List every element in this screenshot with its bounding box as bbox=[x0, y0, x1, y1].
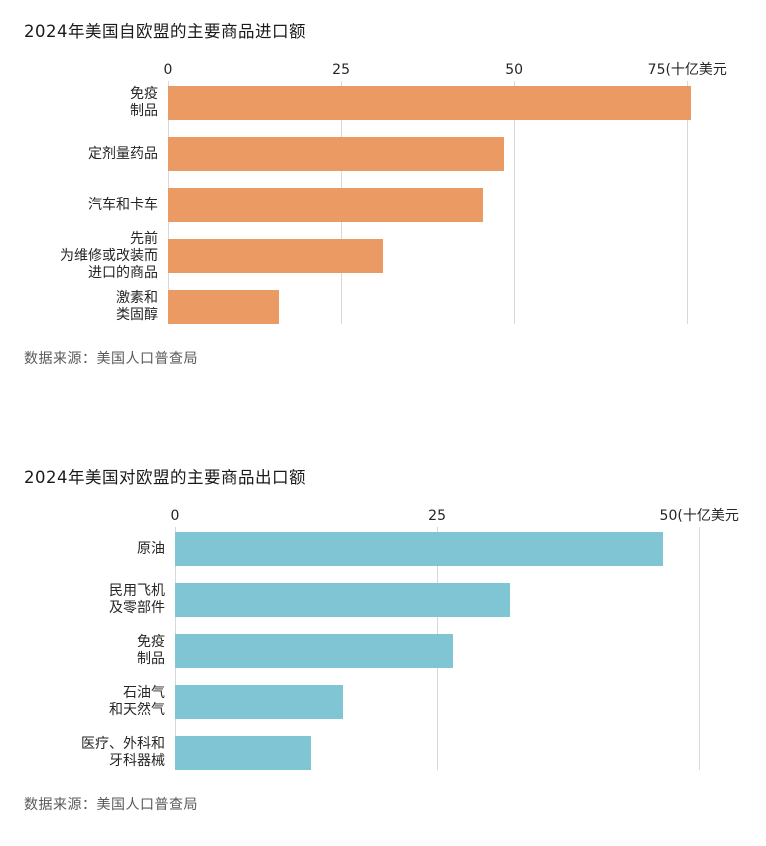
bar-track bbox=[175, 532, 760, 566]
bar bbox=[168, 86, 691, 120]
category-label: 医疗、外科和 牙科器械 bbox=[81, 736, 165, 769]
bar-row: 医疗、外科和 牙科器械 bbox=[24, 736, 760, 770]
bar-track bbox=[168, 188, 760, 222]
bar-track bbox=[175, 685, 760, 719]
bar-track bbox=[168, 137, 760, 171]
category-label: 汽车和卡车 bbox=[88, 196, 158, 213]
chart-title: 2024年美国自欧盟的主要商品进口额 bbox=[24, 22, 306, 41]
plot-area: 免疫 制品 定剂量药品 汽车和卡车 先前 为维修或改装而 进口的商品 bbox=[24, 81, 760, 324]
gridline bbox=[699, 527, 701, 770]
bar-track bbox=[175, 736, 760, 770]
x-tick-label: 0 bbox=[163, 62, 173, 78]
category-label: 原油 bbox=[137, 540, 165, 557]
axis-label-spacer bbox=[24, 60, 168, 80]
bar-row: 免疫 制品 bbox=[24, 86, 760, 120]
bar-row: 激素和 类固醇 bbox=[24, 290, 760, 324]
bar bbox=[168, 188, 484, 222]
bar-row: 汽车和卡车 bbox=[24, 188, 760, 222]
bar-row: 免疫 制品 bbox=[24, 634, 760, 668]
axis-label-spacer bbox=[24, 506, 175, 526]
bar-track bbox=[175, 583, 760, 617]
x-axis-area: 0 25 50 75(十亿美元 bbox=[164, 60, 760, 80]
export-chart: 2024年美国对欧盟的主要商品出口额 0 25 50(十亿美元 原油 bbox=[0, 468, 766, 814]
bar-row: 石油气 和天然气 bbox=[24, 685, 760, 719]
gridline bbox=[514, 81, 516, 324]
bar-track bbox=[168, 290, 760, 324]
x-tick-label: 75(十亿美元 bbox=[647, 62, 727, 78]
bar bbox=[168, 239, 383, 273]
bar bbox=[175, 634, 453, 668]
bar-row: 先前 为维修或改装而 进口的商品 bbox=[24, 231, 760, 281]
category-label: 先前 为维修或改装而 进口的商品 bbox=[60, 230, 158, 281]
source-note: 数据来源：美国人口普查局 bbox=[24, 351, 198, 367]
category-label: 激素和 类固醇 bbox=[116, 290, 158, 323]
bar-track bbox=[168, 86, 760, 120]
x-tick-label: 25 bbox=[428, 508, 447, 524]
category-label: 免疫 制品 bbox=[130, 86, 158, 119]
chart-title: 2024年美国对欧盟的主要商品出口额 bbox=[24, 468, 306, 487]
x-tick-label: 0 bbox=[170, 508, 180, 524]
category-label: 民用飞机 及零部件 bbox=[109, 583, 165, 616]
x-axis: 0 25 50(十亿美元 bbox=[24, 506, 760, 526]
category-label: 免疫 制品 bbox=[137, 634, 165, 667]
category-label: 石油气 和天然气 bbox=[109, 685, 165, 718]
category-label: 定剂量药品 bbox=[88, 145, 158, 162]
bar bbox=[175, 583, 511, 617]
bar bbox=[175, 532, 663, 566]
bar bbox=[175, 736, 312, 770]
import-chart: 2024年美国自欧盟的主要商品进口额 0 25 50 75(十亿美元 免疫 制品 bbox=[0, 0, 766, 368]
x-axis: 0 25 50 75(十亿美元 bbox=[24, 60, 760, 80]
plot-area: 原油 民用飞机 及零部件 免疫 制品 石油气 和天然气 bbox=[24, 527, 760, 770]
bar bbox=[168, 290, 279, 324]
bar-row: 民用飞机 及零部件 bbox=[24, 583, 760, 617]
source-note: 数据来源：美国人口普查局 bbox=[24, 797, 198, 813]
bar-track bbox=[168, 239, 760, 273]
x-tick-label: 25 bbox=[332, 62, 351, 78]
x-tick-label: 50(十亿美元 bbox=[659, 508, 739, 524]
bar bbox=[168, 137, 504, 171]
bar-row: 定剂量药品 bbox=[24, 137, 760, 171]
bar-track bbox=[175, 634, 760, 668]
x-axis-area: 0 25 50(十亿美元 bbox=[171, 506, 760, 526]
bar bbox=[175, 685, 343, 719]
bar-row: 原油 bbox=[24, 532, 760, 566]
gridline bbox=[687, 81, 689, 324]
x-tick-label: 50 bbox=[505, 62, 524, 78]
